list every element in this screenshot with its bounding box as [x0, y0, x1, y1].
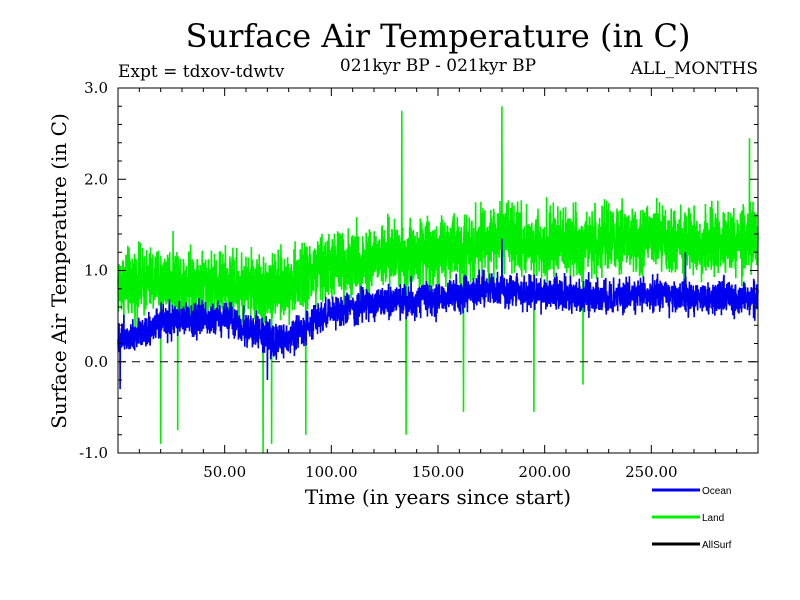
x-axis-label: Time (in years since start) — [305, 485, 571, 509]
legend-label-ocean: Ocean — [702, 486, 731, 497]
y-tick-label: 3.0 — [84, 79, 108, 97]
y-axis: -1.0 0.0 1.0 2.0 3.0 — [79, 79, 758, 462]
series-line-land — [117, 106, 759, 454]
experiment-label: Expt = tdxov-tdwtv — [118, 62, 285, 82]
legend: Ocean Land AllSurf — [652, 486, 732, 551]
x-tick-label: 100.00 — [305, 463, 358, 481]
x-axis: 50.00 100.00 150.00 200.00 250.00 — [138, 88, 738, 481]
chart-subtitle: 021kyr BP - 021kyr BP — [340, 56, 536, 76]
x-tick-label: 150.00 — [412, 463, 465, 481]
legend-label-allsurf: AllSurf — [702, 540, 732, 551]
series-line-ocean — [117, 238, 759, 390]
x-tick-label: 50.00 — [203, 463, 246, 481]
season-label: ALL_MONTHS — [630, 59, 758, 79]
y-tick-label: -1.0 — [79, 444, 108, 462]
y-tick-label: 2.0 — [84, 170, 108, 188]
chart-title: Surface Air Temperature (in C) — [186, 17, 691, 55]
series-layer — [117, 106, 759, 454]
x-tick-label: 200.00 — [518, 463, 571, 481]
x-tick-label: 250.00 — [625, 463, 678, 481]
y-tick-label: 1.0 — [84, 262, 108, 280]
y-axis-label: Surface Air Temperature (in C) — [47, 113, 71, 429]
y-tick-label: 0.0 — [84, 353, 108, 371]
legend-label-land: Land — [702, 513, 724, 524]
